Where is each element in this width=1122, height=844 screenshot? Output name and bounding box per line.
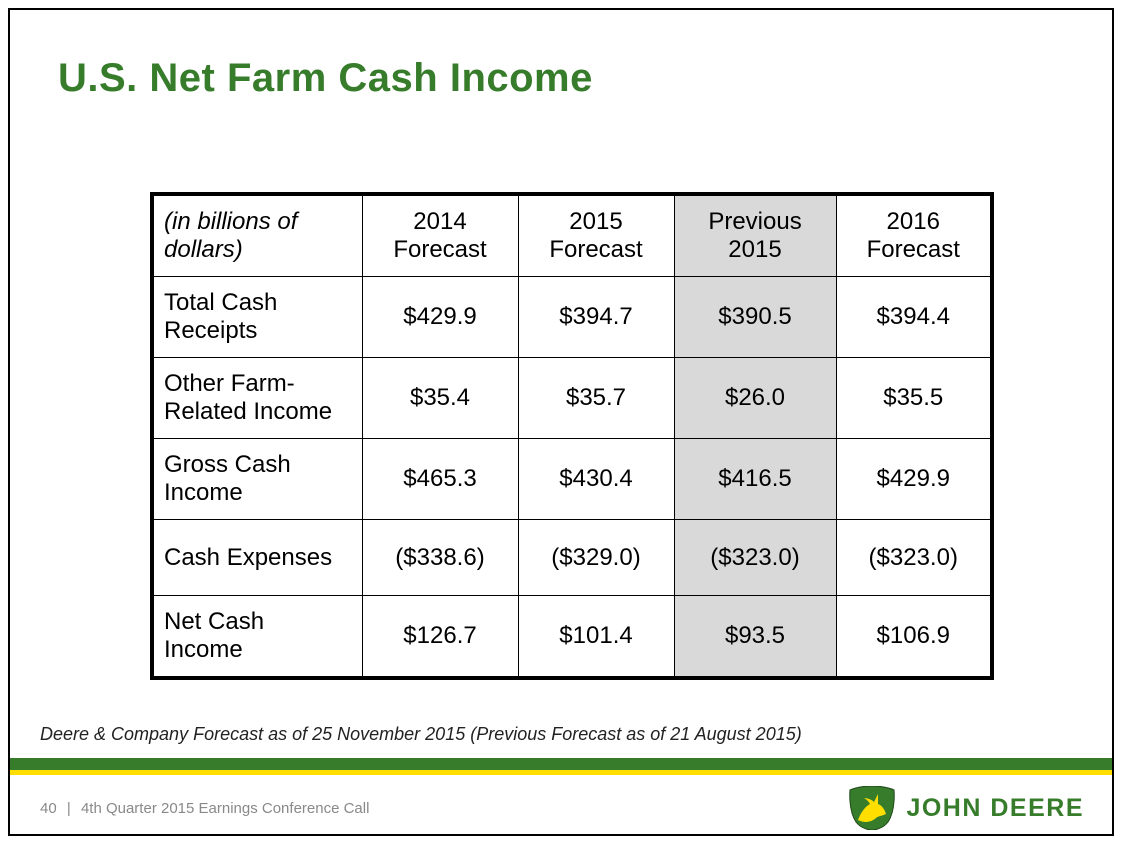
row-label: Cash Expenses xyxy=(152,520,362,596)
col-header: 2014 Forecast xyxy=(362,194,518,277)
page-footer: 40 | 4th Quarter 2015 Earnings Conferenc… xyxy=(40,800,369,817)
table-row: Gross Cash Income $465.3 $430.4 $416.5 $… xyxy=(152,439,992,520)
cell: ($338.6) xyxy=(362,520,518,596)
cell: $394.7 xyxy=(518,277,674,358)
cell: $35.4 xyxy=(362,358,518,439)
farm-income-table-wrap: (in billions of dollars) 2014 Forecast 2… xyxy=(150,192,994,680)
col-header-highlight: Previous 2015 xyxy=(674,194,836,277)
cell: ($323.0) xyxy=(836,520,992,596)
col-header: 2016 Forecast xyxy=(836,194,992,277)
unit-label: (in billions of dollars) xyxy=(152,194,362,277)
brand-logo: JOHN DEERE xyxy=(848,786,1084,830)
divider-yellow xyxy=(10,770,1112,775)
cell: $126.7 xyxy=(362,596,518,679)
table-row: Total Cash Receipts $429.9 $394.7 $390.5… xyxy=(152,277,992,358)
cell: $106.9 xyxy=(836,596,992,679)
brand-text: JOHN DEERE xyxy=(906,794,1084,823)
footer-caption: 4th Quarter 2015 Earnings Conference Cal… xyxy=(81,800,370,817)
table-header-row: (in billions of dollars) 2014 Forecast 2… xyxy=(152,194,992,277)
cell: $35.7 xyxy=(518,358,674,439)
cell: $35.5 xyxy=(836,358,992,439)
col-header: 2015 Forecast xyxy=(518,194,674,277)
deer-shield-icon xyxy=(848,786,896,830)
farm-income-table: (in billions of dollars) 2014 Forecast 2… xyxy=(150,192,994,680)
cell-highlight: $390.5 xyxy=(674,277,836,358)
table-row: Net Cash Income $126.7 $101.4 $93.5 $106… xyxy=(152,596,992,679)
footnote: Deere & Company Forecast as of 25 Novemb… xyxy=(40,724,802,745)
table-row: Cash Expenses ($338.6) ($329.0) ($323.0)… xyxy=(152,520,992,596)
cell: $429.9 xyxy=(362,277,518,358)
row-label: Total Cash Receipts xyxy=(152,277,362,358)
footer-separator: | xyxy=(67,800,71,817)
cell-highlight: $93.5 xyxy=(674,596,836,679)
cell-highlight: $416.5 xyxy=(674,439,836,520)
cell-highlight: $26.0 xyxy=(674,358,836,439)
slide-frame: U.S. Net Farm Cash Income (in billions o… xyxy=(8,8,1114,836)
page-title: U.S. Net Farm Cash Income xyxy=(58,56,593,101)
cell: $430.4 xyxy=(518,439,674,520)
cell: $465.3 xyxy=(362,439,518,520)
page-number: 40 xyxy=(40,800,57,817)
row-label: Other Farm-Related Income xyxy=(152,358,362,439)
cell: $101.4 xyxy=(518,596,674,679)
row-label: Net Cash Income xyxy=(152,596,362,679)
row-label: Gross Cash Income xyxy=(152,439,362,520)
divider-green xyxy=(10,758,1112,770)
table-row: Other Farm-Related Income $35.4 $35.7 $2… xyxy=(152,358,992,439)
cell: ($329.0) xyxy=(518,520,674,596)
cell: $429.9 xyxy=(836,439,992,520)
cell-highlight: ($323.0) xyxy=(674,520,836,596)
cell: $394.4 xyxy=(836,277,992,358)
